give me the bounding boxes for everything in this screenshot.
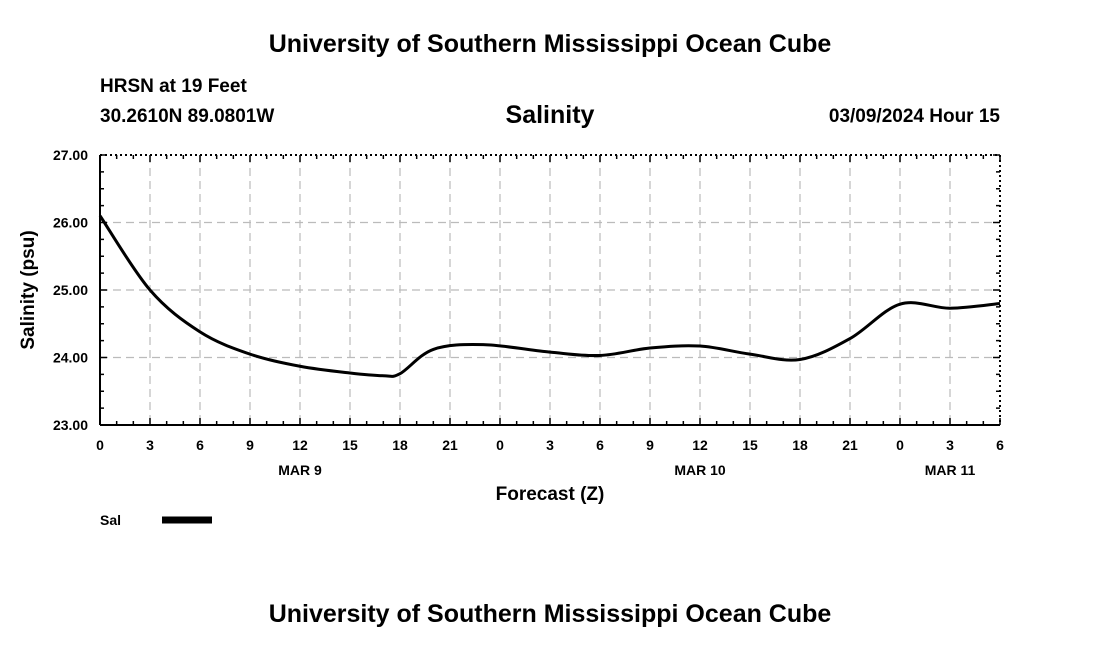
x-axis-title: Forecast (Z) [496, 484, 605, 505]
x-tick-label: 0 [896, 437, 904, 453]
x-tick-label: 12 [692, 437, 708, 453]
x-tick-label: 15 [342, 437, 358, 453]
x-tick-label: 9 [646, 437, 654, 453]
x-tick-label: 21 [442, 437, 458, 453]
date-label: MAR 10 [674, 462, 726, 478]
x-tick-label: 6 [596, 437, 604, 453]
y-tick-label: 23.00 [53, 417, 88, 433]
x-tick-label: 0 [496, 437, 504, 453]
y-tick-label: 25.00 [53, 282, 88, 298]
x-tick-label: 6 [196, 437, 204, 453]
coordinates-label: 30.2610N 89.0801W [100, 106, 275, 127]
salinity-chart: 23.00 24.00 25.00 26.00 27.00 0 3 6 9 12 15 18 21 0 3 6… [18, 147, 1004, 528]
x-tick-label: 3 [546, 437, 554, 453]
datetime-label: 03/09/2024 Hour 15 [828, 106, 1000, 127]
x-tick-label: 3 [946, 437, 954, 453]
page-title: University of Southern Mississippi Ocean… [268, 30, 832, 58]
station-label: HRSN at 19 Feet [100, 76, 247, 97]
y-tick-label: 24.00 [53, 350, 88, 366]
chart-title: Salinity [505, 101, 595, 129]
x-tick-label: 9 [246, 437, 254, 453]
x-tick-label: 6 [996, 437, 1004, 453]
x-tick-label: 12 [292, 437, 308, 453]
date-label: MAR 9 [278, 462, 322, 478]
x-tick-label: 3 [146, 437, 154, 453]
y-tick-label: 27.00 [53, 147, 88, 163]
series-line-sal [98, 214, 1001, 378]
date-label: MAR 11 [925, 462, 976, 478]
x-tick-label: 0 [96, 437, 104, 453]
x-tick-label: 18 [792, 437, 808, 453]
y-tick-label: 26.00 [53, 215, 88, 231]
x-tick-label: 21 [842, 437, 858, 453]
legend-label: Sal [100, 512, 121, 528]
x-tick-label: 15 [742, 437, 758, 453]
footer-title: University of Southern Mississippi Ocean… [268, 600, 832, 628]
y-axis-title: Salinity (psu) [18, 230, 39, 349]
x-tick-label: 18 [392, 437, 408, 453]
